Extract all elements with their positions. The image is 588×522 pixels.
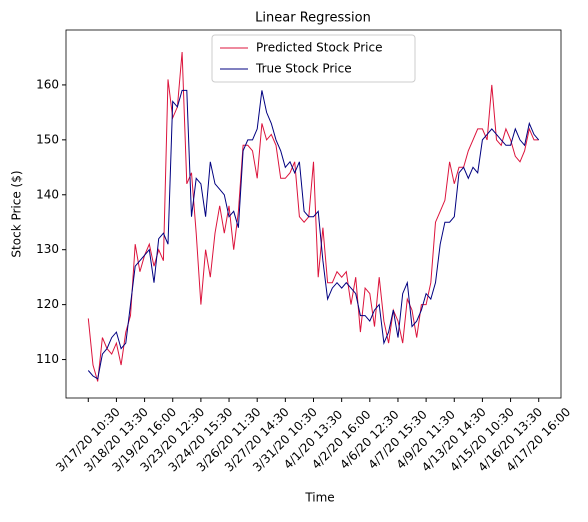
x-axis-label: Time [304,491,334,505]
plot-frame [65,29,562,399]
series-line [87,89,540,380]
y-tick-label: 120 [36,297,59,311]
legend-label: Predicted Stock Price [256,41,382,55]
y-tick-label: 130 [36,242,59,256]
legend-label: True Stock Price [255,62,352,76]
y-tick-label: 110 [36,352,59,366]
y-axis-label: Stock Price ($) [10,170,24,257]
y-tick-label: 160 [36,77,59,91]
y-tick-label: 150 [36,132,59,146]
chart-title: Linear Regression [255,11,371,26]
legend-box [211,34,416,83]
y-tick-label: 140 [36,187,59,201]
